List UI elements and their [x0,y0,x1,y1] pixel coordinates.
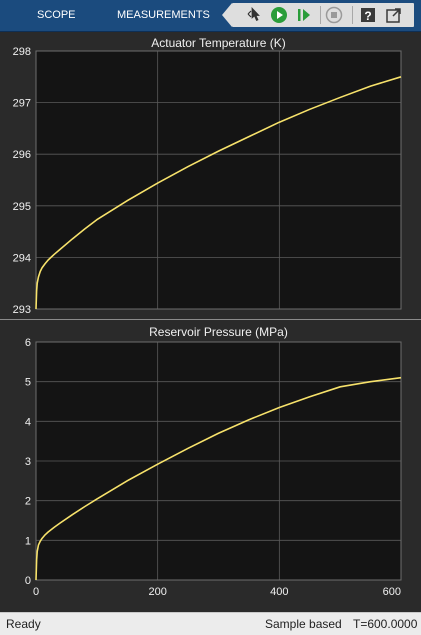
y-tick-label: 5 [25,377,31,389]
status-ready: Ready [6,617,41,631]
scope-plot-area: Actuator Temperature (K) 293 294 295 296 297 2… [0,32,421,610]
step-forward-icon[interactable] [294,5,314,25]
y-tick-label: 294 [13,252,31,264]
x-tick-label: 0 [33,586,39,598]
y-tick-label: 2 [25,496,31,508]
status-sample-mode: Sample based [265,617,342,631]
plot-frame [35,50,402,310]
run-icon[interactable] [269,5,289,25]
chart-title: Reservoir Pressure (MPa) [149,325,288,339]
stop-icon[interactable] [324,5,344,25]
status-bar: Ready Sample based T=600.0000 [0,612,421,635]
tab-measurements[interactable]: MEASUREMENTS [117,9,210,21]
toolbar-separator [320,6,321,24]
scope-toolbar: SCOPE MEASUREMENTS ? [0,0,421,32]
plot-frame [35,341,402,581]
y-tick-label: 1 [25,535,31,547]
y-tick-label: 295 [13,201,31,213]
x-tick-label: 600 [383,586,401,598]
x-tick-label: 200 [148,586,166,598]
y-tick-label: 298 [13,46,31,58]
y-tick-label: 296 [13,149,31,161]
x-tick-label: 400 [270,586,288,598]
help-icon[interactable]: ? [358,5,378,25]
plot-background [36,51,401,309]
y-tick-label: 6 [25,337,31,349]
y-tick-label: 293 [13,304,31,316]
chart-title: Actuator Temperature (K) [151,36,286,50]
y-tick-label: 297 [13,98,31,110]
toolbar-separator [352,6,353,24]
highlight-simulink-block-icon[interactable] [244,5,264,25]
y-tick-label: 0 [25,575,31,587]
status-sim-time: T=600.0000 [353,617,418,631]
simulation-controls: ? [222,3,414,27]
y-tick-label: 4 [25,416,31,428]
svg-text:?: ? [364,9,371,23]
chart-panel-0: Actuator Temperature (K) 293 294 295 296 297 2… [13,36,402,316]
series-line-0-0 [35,76,402,310]
scope-charts[interactable]: Actuator Temperature (K) 293 294 295 296 297 2… [0,32,421,610]
tab-scope[interactable]: SCOPE [37,9,76,21]
undock-icon[interactable] [384,5,404,25]
chart-panel-1: Reservoir Pressure (MPa) 0 1 2 3 4 5 6 0 200 400 60… [25,325,402,598]
series-line-1-0 [35,376,402,581]
y-tick-label: 3 [25,456,31,468]
